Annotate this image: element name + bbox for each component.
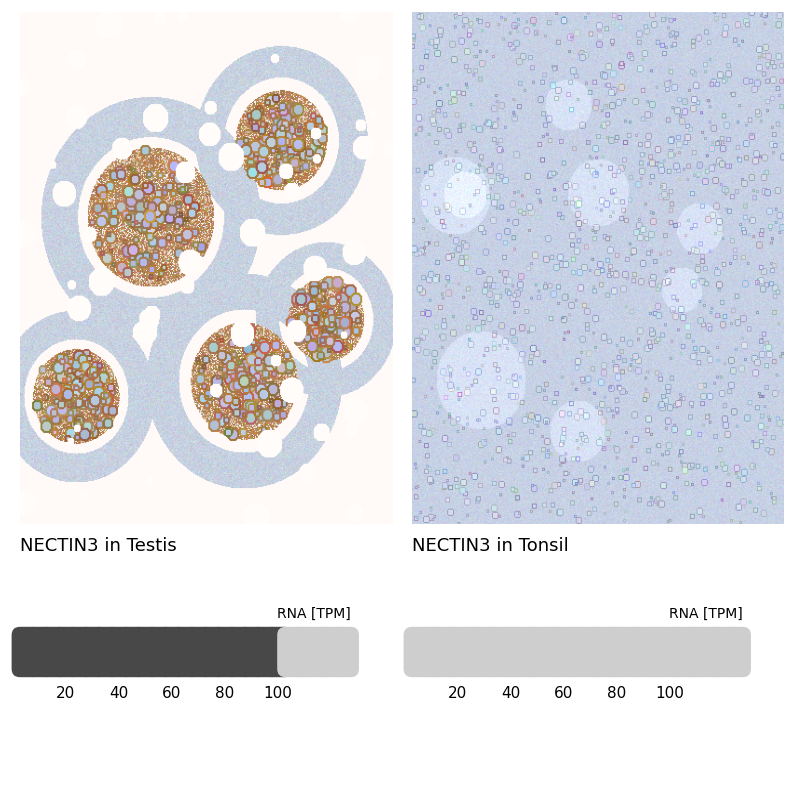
Text: 80: 80 bbox=[607, 686, 626, 702]
Text: 100: 100 bbox=[264, 686, 293, 702]
FancyBboxPatch shape bbox=[317, 627, 346, 677]
FancyBboxPatch shape bbox=[563, 627, 592, 677]
FancyBboxPatch shape bbox=[630, 627, 658, 677]
FancyBboxPatch shape bbox=[264, 627, 293, 677]
FancyBboxPatch shape bbox=[510, 627, 538, 677]
FancyBboxPatch shape bbox=[682, 627, 711, 677]
FancyBboxPatch shape bbox=[158, 627, 186, 677]
FancyBboxPatch shape bbox=[145, 627, 173, 677]
Text: RNA [TPM]: RNA [TPM] bbox=[669, 606, 742, 621]
FancyBboxPatch shape bbox=[576, 627, 605, 677]
Text: RNA [TPM]: RNA [TPM] bbox=[277, 606, 350, 621]
FancyBboxPatch shape bbox=[722, 627, 751, 677]
FancyBboxPatch shape bbox=[590, 627, 618, 677]
Text: 20: 20 bbox=[448, 686, 467, 702]
FancyBboxPatch shape bbox=[105, 627, 133, 677]
FancyBboxPatch shape bbox=[537, 627, 565, 677]
Text: 100: 100 bbox=[656, 686, 685, 702]
FancyBboxPatch shape bbox=[65, 627, 94, 677]
FancyBboxPatch shape bbox=[443, 627, 472, 677]
FancyBboxPatch shape bbox=[304, 627, 333, 677]
Text: 40: 40 bbox=[110, 686, 129, 702]
FancyBboxPatch shape bbox=[330, 627, 359, 677]
FancyBboxPatch shape bbox=[184, 627, 213, 677]
Text: 20: 20 bbox=[56, 686, 75, 702]
FancyBboxPatch shape bbox=[12, 627, 40, 677]
FancyBboxPatch shape bbox=[278, 627, 306, 677]
FancyBboxPatch shape bbox=[550, 627, 578, 677]
FancyBboxPatch shape bbox=[25, 627, 54, 677]
FancyBboxPatch shape bbox=[603, 627, 631, 677]
FancyBboxPatch shape bbox=[51, 627, 80, 677]
FancyBboxPatch shape bbox=[404, 627, 432, 677]
FancyBboxPatch shape bbox=[211, 627, 239, 677]
FancyBboxPatch shape bbox=[38, 627, 67, 677]
FancyBboxPatch shape bbox=[616, 627, 645, 677]
FancyBboxPatch shape bbox=[417, 627, 446, 677]
Text: NECTIN3 in Testis: NECTIN3 in Testis bbox=[20, 537, 177, 554]
FancyBboxPatch shape bbox=[497, 627, 526, 677]
Text: 60: 60 bbox=[554, 686, 574, 702]
Text: 80: 80 bbox=[215, 686, 234, 702]
FancyBboxPatch shape bbox=[430, 627, 459, 677]
Text: NECTIN3 in Tonsil: NECTIN3 in Tonsil bbox=[412, 537, 569, 554]
FancyBboxPatch shape bbox=[238, 627, 266, 677]
FancyBboxPatch shape bbox=[224, 627, 253, 677]
Text: 60: 60 bbox=[162, 686, 182, 702]
FancyBboxPatch shape bbox=[669, 627, 698, 677]
FancyBboxPatch shape bbox=[696, 627, 725, 677]
FancyBboxPatch shape bbox=[131, 627, 160, 677]
FancyBboxPatch shape bbox=[709, 627, 738, 677]
FancyBboxPatch shape bbox=[290, 627, 319, 677]
FancyBboxPatch shape bbox=[470, 627, 498, 677]
FancyBboxPatch shape bbox=[642, 627, 671, 677]
FancyBboxPatch shape bbox=[250, 627, 279, 677]
FancyBboxPatch shape bbox=[171, 627, 199, 677]
FancyBboxPatch shape bbox=[483, 627, 512, 677]
FancyBboxPatch shape bbox=[457, 627, 486, 677]
FancyBboxPatch shape bbox=[78, 627, 106, 677]
FancyBboxPatch shape bbox=[656, 627, 685, 677]
FancyBboxPatch shape bbox=[118, 627, 146, 677]
FancyBboxPatch shape bbox=[523, 627, 552, 677]
FancyBboxPatch shape bbox=[198, 627, 226, 677]
FancyBboxPatch shape bbox=[91, 627, 120, 677]
Text: 40: 40 bbox=[502, 686, 521, 702]
